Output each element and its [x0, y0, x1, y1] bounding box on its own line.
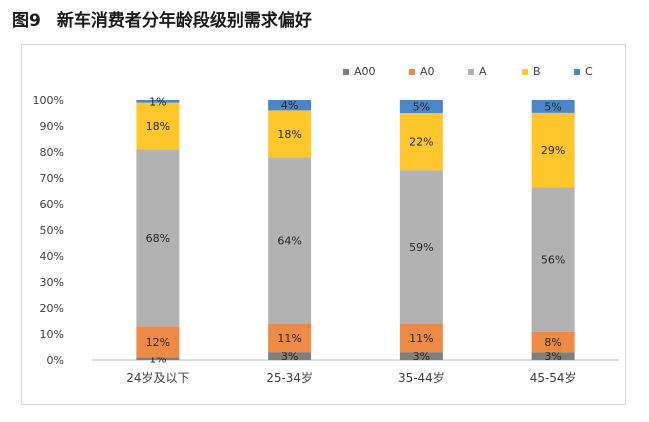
x-tick-label: 35-44岁: [398, 370, 445, 385]
data-label: 3%: [413, 350, 430, 363]
bar-segment-a: [531, 187, 575, 332]
data-label: 59%: [409, 241, 433, 254]
data-label: 56%: [541, 254, 565, 267]
legend-swatch-c: [574, 69, 580, 75]
legend-label-a: A: [479, 65, 487, 78]
data-label: 18%: [277, 128, 301, 141]
stacked-bar-chart: 0% 10% 20% 30% 40% 50% 60% 70% 80% 90% 100% 1% 12% 68…: [33, 65, 619, 385]
y-tick-label: 100%: [33, 94, 64, 107]
bar-segment-a0: [399, 323, 443, 353]
y-tick-label: 50%: [40, 224, 64, 237]
bar-segment-a00: [531, 352, 575, 360]
legend-label-c: C: [585, 65, 593, 78]
data-label: 8%: [544, 336, 561, 349]
data-label: 12%: [146, 336, 170, 349]
x-tick-label: 25-34岁: [266, 370, 313, 385]
bar-segment-c: [268, 100, 312, 111]
legend-swatch-b: [522, 69, 528, 75]
bar-segment-a: [136, 149, 180, 327]
y-tick-label: 40%: [40, 250, 64, 263]
bar-segment-a0: [136, 326, 180, 358]
bar-segment-b: [399, 113, 443, 171]
bar-segment-a: [399, 170, 443, 324]
bar-segment-a0: [268, 323, 312, 353]
legend-label-b: B: [533, 65, 541, 78]
chart-area: 0% 10% 20% 30% 40% 50% 60% 70% 80% 90% 100% 1% 12% 68…: [21, 44, 626, 405]
bar-segment-c: [531, 100, 575, 113]
data-label: 5%: [544, 100, 561, 113]
bar-segment-a00: [268, 352, 312, 360]
y-tick-label: 10%: [40, 328, 64, 341]
bar-segment-a00: [136, 357, 180, 360]
legend-label-a0: A0: [420, 65, 435, 78]
data-label: 1%: [149, 95, 166, 108]
y-tick-label: 60%: [40, 198, 64, 211]
bar-segment-a00: [399, 352, 443, 360]
data-label: 64%: [277, 234, 301, 247]
legend-swatch-a: [468, 69, 474, 75]
data-label: 3%: [281, 350, 298, 363]
x-tick-label: 45-54岁: [530, 370, 577, 385]
data-label: 11%: [409, 332, 433, 345]
legend-label-a00: A00: [354, 65, 376, 78]
data-label: 5%: [413, 101, 430, 114]
data-label: 3%: [544, 350, 561, 363]
figure-number: 图9: [12, 11, 41, 31]
y-tick-label: 20%: [40, 302, 64, 315]
y-tick-label: 70%: [40, 172, 64, 185]
data-label: 18%: [146, 120, 170, 133]
legend-swatch-a00: [343, 69, 349, 75]
bar-segment-b: [136, 102, 180, 150]
data-label: 29%: [541, 144, 565, 157]
y-tick-label: 90%: [40, 120, 64, 133]
bar-segment-c: [399, 100, 443, 113]
y-tick-label: 0%: [47, 354, 64, 367]
data-label: 68%: [146, 232, 170, 245]
data-label: 11%: [277, 332, 301, 345]
figure-title: 图9 新车消费者分年龄段级别需求偏好: [12, 6, 312, 31]
x-tick-label: 24岁及以下: [126, 370, 189, 385]
bar-segment-b: [268, 110, 312, 158]
bar-segment-b: [531, 112, 575, 188]
y-tick-label: 30%: [40, 276, 64, 289]
data-label: 22%: [409, 136, 433, 149]
bar-segment-a: [268, 157, 312, 324]
legend-swatch-a0: [409, 69, 415, 75]
figure-title-text: 新车消费者分年龄段级别需求偏好: [56, 11, 312, 31]
y-tick-label: 80%: [40, 146, 64, 159]
bar-segment-c: [136, 100, 180, 103]
data-label: 4%: [281, 99, 298, 112]
bar-segment-a0: [531, 331, 575, 353]
